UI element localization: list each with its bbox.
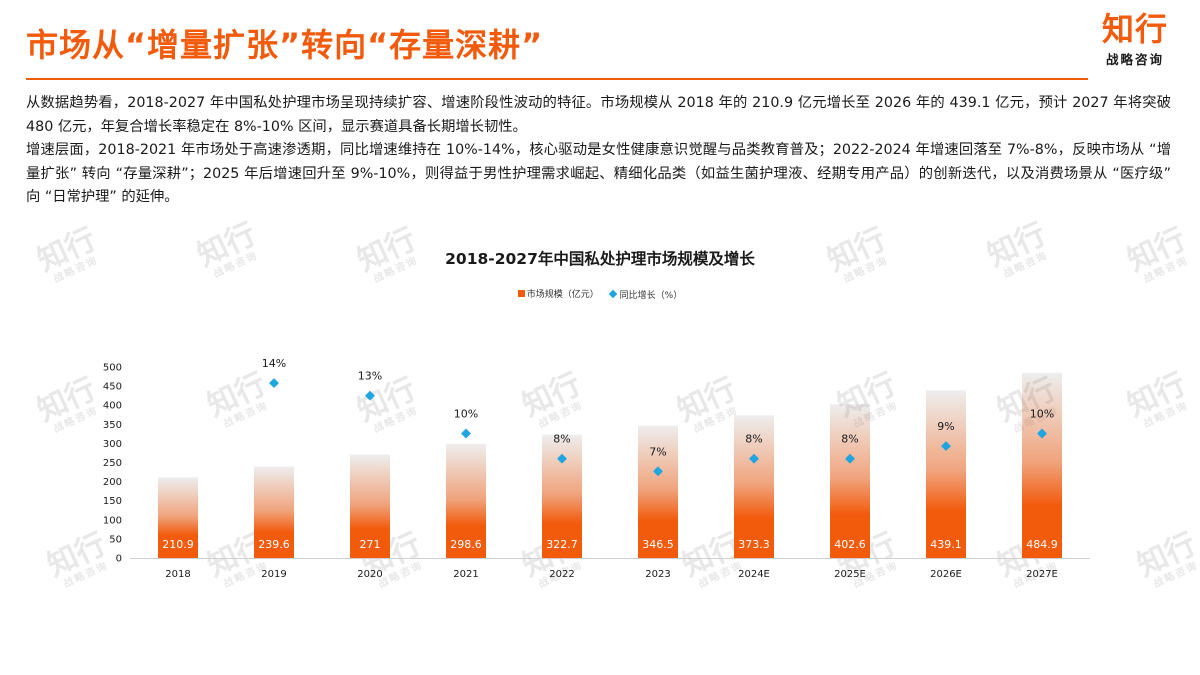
- growth-point: [461, 428, 471, 439]
- legend-label-market-size: 市场规模（亿元）: [526, 290, 599, 300]
- title-divider: [26, 78, 1088, 80]
- x-tick-label: 2025E: [834, 569, 866, 580]
- x-tick-label: 2019: [261, 569, 286, 580]
- x-tick-label: 2018: [165, 569, 190, 580]
- y-tick-label: 100: [103, 515, 122, 526]
- logo-sub-text: 战略咨询: [1105, 52, 1164, 67]
- growth-label: 7%: [649, 445, 666, 458]
- growth-label: 8%: [841, 433, 858, 446]
- bar-value-label: 271: [360, 538, 381, 551]
- y-tick-label: 200: [103, 477, 122, 488]
- bar-value-label: 346.5: [642, 538, 674, 551]
- page-title: 市场从“增量扩张”转向“存量深耕”: [26, 26, 544, 64]
- growth-point: [557, 453, 567, 464]
- x-tick-label: 2021: [453, 569, 478, 580]
- bar-market-size: [830, 404, 870, 558]
- y-tick-label: 50: [109, 534, 122, 545]
- paragraph-growth: 增速层面，2018-2021 年市场处于高速渗透期，同比增速维持在 10%-14…: [26, 142, 1171, 205]
- logo-main-text: 知行: [1101, 10, 1168, 48]
- y-tick-label: 300: [103, 439, 122, 450]
- bar-value-label: 402.6: [834, 538, 866, 551]
- growth-point: [941, 441, 951, 452]
- growth-point: [1037, 428, 1047, 439]
- bar-market-size: [1022, 372, 1062, 558]
- x-tick-label: 2023: [645, 569, 670, 580]
- growth-label: 9%: [937, 420, 954, 433]
- chart-legend: 市场规模（亿元） 同比增长（%）: [0, 287, 1200, 301]
- bar-market-size: [446, 443, 486, 558]
- bar-market-size: [254, 466, 294, 558]
- x-tick-label: 2024E: [738, 569, 770, 580]
- chart-title: 2018-2027年中国私处护理市场规模及增长: [445, 250, 755, 268]
- bar-market-size: [926, 390, 966, 558]
- legend-item-market-size: 市场规模（亿元）: [517, 287, 599, 300]
- legend-label-growth: 同比增长（%）: [619, 290, 683, 301]
- bar-value-label: 439.1: [930, 538, 962, 551]
- growth-label: 8%: [745, 433, 762, 446]
- growth-point: [749, 453, 759, 464]
- bar-market-size: [350, 454, 390, 558]
- bar-value-label: 373.3: [738, 538, 770, 551]
- growth-label: 8%: [553, 433, 570, 446]
- bar-value-label: 484.9: [1026, 538, 1058, 551]
- bar-value-label: 298.6: [450, 538, 482, 551]
- growth-label: 14%: [262, 357, 286, 370]
- growth-label: 10%: [1030, 408, 1054, 421]
- growth-point: [653, 466, 663, 477]
- y-tick-label: 400: [103, 401, 122, 412]
- bar-value-label: 210.9: [162, 538, 194, 551]
- x-tick-label: 2020: [357, 569, 382, 580]
- x-tick-label: 2027E: [1026, 569, 1058, 580]
- growth-label: 10%: [454, 408, 478, 421]
- bar-market-size: [158, 477, 198, 558]
- y-tick-label: 500: [103, 363, 122, 374]
- growth-label: 13%: [358, 370, 382, 383]
- bar-market-size: [734, 415, 774, 558]
- y-tick-label: 450: [103, 382, 122, 393]
- y-tick-label: 0: [116, 554, 122, 565]
- bar-value-label: 239.6: [258, 538, 290, 551]
- paragraph-trend: 从数据趋势看，2018-2027 年中国私处护理市场呈现持续扩容、增速阶段性波动…: [26, 95, 1171, 135]
- analysis-text: 从数据趋势看，2018-2027 年中国私处护理市场呈现持续扩容、增速阶段性波动…: [26, 92, 1171, 210]
- x-tick-label: 2022: [549, 569, 574, 580]
- brand-logo: 知行 战略咨询: [1092, 10, 1178, 68]
- y-tick-label: 150: [103, 496, 122, 507]
- bar-market-size: [638, 425, 678, 558]
- growth-point: [269, 378, 279, 389]
- y-tick-label: 350: [103, 420, 122, 431]
- legend-swatch-bar: [517, 290, 525, 297]
- growth-point: [365, 390, 375, 401]
- bar-value-label: 322.7: [546, 538, 578, 551]
- growth-point: [845, 453, 855, 464]
- legend-item-growth: 同比增长（%）: [608, 288, 683, 301]
- y-tick-label: 250: [103, 458, 122, 469]
- x-tick-label: 2026E: [930, 569, 962, 580]
